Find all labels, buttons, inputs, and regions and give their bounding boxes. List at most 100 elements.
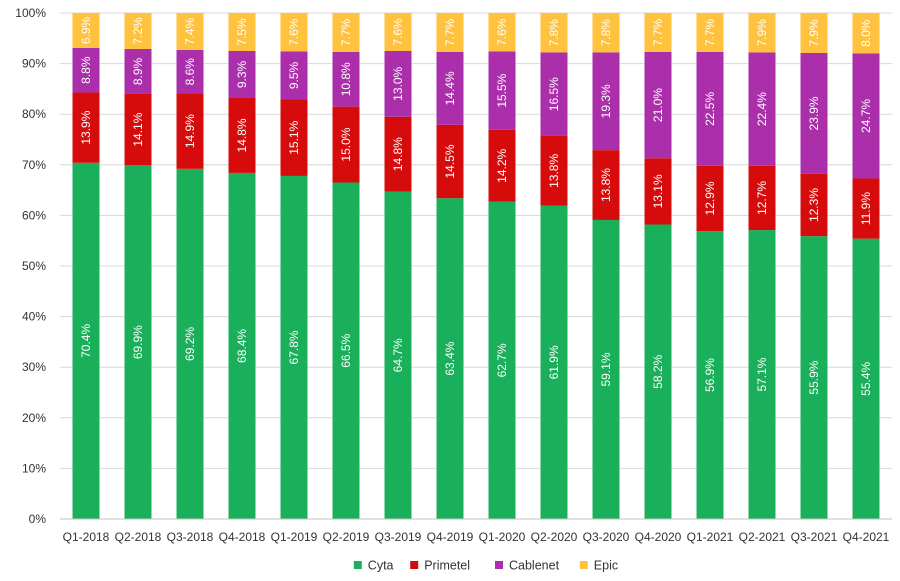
y-tick-label: 0% bbox=[29, 512, 47, 526]
data-label-epic: 7.7% bbox=[339, 18, 353, 46]
bar-segment-primetel bbox=[644, 158, 672, 225]
y-tick-label: 10% bbox=[22, 461, 46, 475]
legend-label: Cablenet bbox=[509, 559, 560, 573]
data-label-cyta: 61.9% bbox=[547, 345, 561, 379]
data-label-epic: 7.7% bbox=[703, 18, 717, 46]
data-label-cyta: 58.2% bbox=[651, 354, 665, 388]
x-tick-label: Q1-2020 bbox=[479, 530, 526, 544]
data-label-primetel: 15.1% bbox=[287, 120, 301, 154]
legend-label: Primetel bbox=[424, 559, 470, 573]
bar-segment-cablenet bbox=[696, 51, 724, 166]
data-label-cablenet: 8.8% bbox=[79, 56, 93, 84]
legend: Cyta Primetel Cablenet Epic bbox=[353, 559, 618, 573]
x-tick-label: Q3-2018 bbox=[167, 530, 214, 544]
bar-segment-cyta bbox=[332, 182, 360, 519]
bar-segment-primetel bbox=[384, 116, 412, 192]
bar-segment-epic bbox=[644, 13, 672, 52]
x-tick-label: Q4-2021 bbox=[843, 530, 890, 544]
bar-segment-epic bbox=[800, 13, 828, 53]
bar-segment-cablenet bbox=[644, 51, 672, 159]
data-label-epic: 7.8% bbox=[547, 19, 561, 47]
x-tick-label: Q3-2021 bbox=[791, 530, 838, 544]
legend-swatch bbox=[410, 561, 419, 569]
data-label-epic: 6.9% bbox=[79, 16, 93, 44]
data-label-epic: 7.6% bbox=[391, 18, 405, 46]
bar-segment-primetel bbox=[176, 93, 204, 169]
x-tick-label: Q4-2018 bbox=[219, 530, 266, 544]
legend-item-primetel: Primetel bbox=[410, 559, 470, 573]
bar-segment-cyta bbox=[436, 198, 464, 520]
bar-segment-cyta bbox=[696, 231, 724, 519]
data-label-cyta: 55.9% bbox=[807, 360, 821, 394]
legend-swatch bbox=[353, 561, 362, 569]
data-label-epic: 7.9% bbox=[807, 19, 821, 47]
bar-segment-cyta bbox=[800, 236, 828, 519]
data-label-epic: 7.7% bbox=[651, 18, 665, 46]
legend-item-cyta: Cyta bbox=[353, 559, 394, 573]
data-label-cablenet: 9.5% bbox=[287, 61, 301, 89]
axes: 0% 10% 20% 30% 40% 50% 60% 70% 80% 90% 100% Q1-2018… bbox=[15, 6, 892, 544]
bar-segment-cyta bbox=[852, 238, 880, 519]
data-label-epic: 8.0% bbox=[859, 19, 873, 47]
bar-segment-primetel bbox=[436, 124, 464, 199]
data-label-cyta: 69.9% bbox=[131, 325, 145, 359]
bar-segment-epic bbox=[696, 13, 724, 52]
bar-segment-primetel bbox=[748, 165, 776, 231]
bar-segment-primetel bbox=[280, 99, 308, 176]
data-label-cyta: 55.4% bbox=[859, 361, 873, 395]
bar-segment-primetel bbox=[696, 165, 724, 232]
bar-segment-epic bbox=[332, 13, 360, 52]
data-label-cyta: 63.4% bbox=[443, 341, 457, 375]
data-label-cyta: 56.9% bbox=[703, 358, 717, 392]
data-label-primetel: 14.9% bbox=[183, 114, 197, 148]
bar-segment-epic bbox=[540, 13, 568, 53]
data-label-epic: 7.9% bbox=[755, 19, 769, 47]
data-label-epic: 7.5% bbox=[235, 18, 249, 46]
bar-segment-epic bbox=[592, 13, 620, 53]
data-label-primetel: 12.7% bbox=[755, 181, 769, 215]
bar-segment-cyta bbox=[644, 224, 672, 519]
y-tick-label: 20% bbox=[22, 411, 46, 425]
data-label-cablenet: 13.0% bbox=[391, 67, 405, 101]
data-label-cablenet: 23.9% bbox=[807, 96, 821, 130]
x-tick-label: Q3-2020 bbox=[583, 530, 630, 544]
data-label-cablenet: 15.5% bbox=[495, 73, 509, 107]
data-label-cablenet: 10.8% bbox=[339, 62, 353, 96]
bar-segment-primetel bbox=[540, 135, 568, 206]
x-tick-label: Q3-2019 bbox=[375, 530, 422, 544]
bar-segment-primetel bbox=[124, 93, 152, 166]
x-tick-label: Q1-2019 bbox=[271, 530, 318, 544]
data-label-cyta: 68.4% bbox=[235, 329, 249, 363]
bar-segment-cyta bbox=[540, 205, 568, 519]
data-label-cyta: 66.5% bbox=[339, 333, 353, 367]
bar-segment-cablenet bbox=[124, 48, 152, 94]
data-label-primetel: 14.2% bbox=[495, 148, 509, 182]
bar-segment-primetel bbox=[800, 173, 828, 237]
data-label-cyta: 67.8% bbox=[287, 330, 301, 364]
data-label-cyta: 64.7% bbox=[391, 338, 405, 372]
legend-label: Cyta bbox=[368, 559, 394, 573]
bar-segment-cablenet bbox=[488, 51, 516, 130]
bar-segment-cablenet bbox=[540, 52, 568, 136]
data-label-epic: 7.8% bbox=[599, 19, 613, 47]
legend-item-epic: Epic bbox=[579, 559, 618, 573]
data-label-epic: 7.4% bbox=[183, 17, 197, 45]
data-label-primetel: 14.8% bbox=[391, 137, 405, 171]
bar-segment-cablenet bbox=[72, 47, 100, 93]
data-label-cyta: 62.7% bbox=[495, 343, 509, 377]
data-label-primetel: 14.5% bbox=[443, 144, 457, 178]
data-labels: 70.4% 13.9% 8.8% 6.9% 69.9% 14.1% 8.9% 7.2% 69.2… bbox=[79, 16, 873, 395]
data-label-primetel: 14.1% bbox=[131, 112, 145, 146]
bar-segment-cablenet bbox=[436, 51, 464, 125]
bar-segment-epic bbox=[384, 13, 412, 51]
y-tick-label: 60% bbox=[22, 208, 46, 222]
bar-segment-cablenet bbox=[332, 51, 360, 107]
bar-segment-cablenet bbox=[592, 52, 620, 151]
legend-swatch bbox=[495, 561, 503, 569]
y-tick-label: 90% bbox=[22, 57, 46, 71]
x-tick-label: Q4-2020 bbox=[635, 530, 682, 544]
data-label-cyta: 70.4% bbox=[79, 324, 93, 358]
bar-segment-epic bbox=[280, 13, 308, 52]
bar-segment-cablenet bbox=[800, 52, 828, 174]
